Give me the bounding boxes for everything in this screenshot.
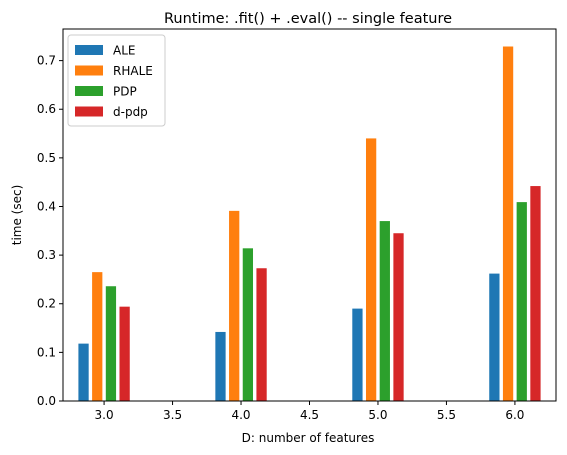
- x-tick-label: 4.0: [231, 408, 250, 422]
- y-axis-ticks: 0.0 0.1 0.2 0.3 0.4 0.5 0.6 0.7: [37, 54, 63, 408]
- bar-rhale-4.0: [229, 210, 240, 401]
- bar-pdp-4.0: [242, 248, 254, 401]
- legend-frame: [67, 34, 166, 127]
- chart-title: Runtime: .fit() + .eval() -- single feat…: [164, 11, 452, 27]
- x-axis-ticks: 3.0 3.5 4.0 4.5 5.0 5.5 6.0: [95, 401, 524, 422]
- y-tick-label: 0.2: [37, 297, 56, 311]
- bar-pdp-6.0: [516, 202, 527, 401]
- x-tick-label: 5.0: [368, 408, 387, 422]
- x-tick-label: 4.5: [300, 408, 319, 422]
- bar-ale-4.0: [215, 331, 226, 401]
- bar-rhale-6.0: [502, 46, 514, 401]
- x-tick-label: 3.0: [95, 408, 114, 422]
- y-tick-label: 0.7: [37, 54, 56, 68]
- x-tick-label: 3.5: [163, 408, 182, 422]
- x-tick-label: 5.5: [437, 408, 456, 422]
- legend: ALE RHALE PDP d-pdp: [67, 34, 166, 127]
- bar-ale-6.0: [489, 273, 500, 401]
- bar-ale-5.0: [352, 308, 363, 401]
- y-tick-label: 0.0: [37, 394, 56, 408]
- legend-swatch-d-pdp: [75, 106, 103, 117]
- x-axis-label: D: number of features: [242, 431, 375, 445]
- legend-swatch-ale: [75, 45, 103, 55]
- legend-label-pdp: PDP: [113, 85, 137, 99]
- legend-label-d-pdp: d-pdp: [113, 105, 148, 119]
- bar-pdp-3.0: [105, 286, 117, 401]
- y-axis-label: time (sec): [10, 185, 24, 246]
- bar-d-pdp-6.0: [530, 186, 541, 401]
- x-tick-label: 6.0: [505, 408, 524, 422]
- bar-d-pdp-4.0: [256, 268, 267, 401]
- bars-group: [78, 46, 541, 402]
- legend-label-rhale: RHALE: [113, 64, 153, 78]
- bar-rhale-5.0: [365, 138, 377, 402]
- y-tick-label: 0.5: [37, 151, 56, 165]
- bar-rhale-3.0: [92, 272, 103, 401]
- y-tick-label: 0.3: [37, 248, 56, 262]
- legend-swatch-rhale: [75, 65, 103, 76]
- y-tick-label: 0.4: [37, 199, 56, 213]
- bar-ale-3.0: [78, 343, 89, 401]
- bar-d-pdp-5.0: [393, 233, 404, 401]
- y-tick-label: 0.6: [37, 102, 56, 116]
- y-tick-label: 0.1: [37, 345, 56, 359]
- bar-d-pdp-3.0: [119, 306, 130, 401]
- legend-swatch-pdp: [75, 86, 103, 96]
- bar-pdp-5.0: [379, 221, 390, 401]
- legend-label-ale: ALE: [113, 44, 135, 58]
